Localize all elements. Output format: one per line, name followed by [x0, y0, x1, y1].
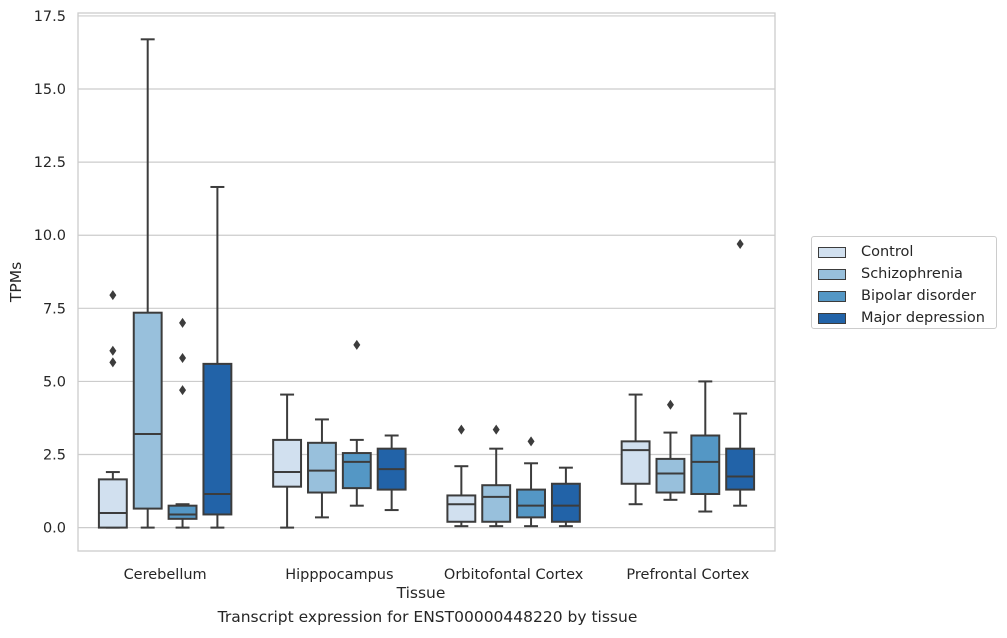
box-bipolar-disorder-2: [516, 436, 546, 528]
box-iqr: [97, 478, 128, 529]
legend-label: Control: [861, 244, 914, 260]
outlier-point: [736, 238, 744, 249]
legend-item: Bipolar disorder: [818, 285, 996, 307]
box-bipolar-disorder-0: [167, 317, 198, 529]
y-axis-title: TPMs: [7, 262, 25, 303]
outlier-point: [527, 436, 535, 447]
y-tick-label: 15.0: [34, 82, 66, 98]
legend-label: Bipolar disorder: [861, 288, 976, 304]
box-schizophrenia-0: [132, 38, 163, 529]
legend-swatch: [818, 246, 846, 258]
box-iqr: [272, 438, 303, 488]
y-tick-label: 0.0: [43, 521, 66, 537]
box-schizophrenia-1: [307, 418, 337, 519]
chart-title: Transcript expression for ENST0000044822…: [217, 608, 638, 626]
outlier-point: [109, 345, 117, 356]
x-tick-label: Hipppocampus: [285, 567, 393, 583]
x-tick-label: Prefrontal Cortex: [626, 567, 749, 583]
box-major-depression-3: [725, 238, 756, 507]
box-control-3: [620, 393, 651, 506]
legend-swatch: [818, 290, 846, 302]
box-iqr: [725, 447, 756, 491]
y-tick-label: 5.0: [43, 374, 66, 390]
outlier-point: [666, 399, 674, 410]
outlier-point: [109, 290, 117, 301]
outlier-point: [179, 317, 187, 328]
box-major-depression-2: [550, 466, 581, 528]
y-tick-label: 10.0: [34, 228, 66, 244]
box-iqr: [655, 457, 686, 494]
box-iqr: [167, 504, 198, 520]
box-iqr: [690, 434, 721, 495]
box-series: [97, 38, 756, 529]
outlier-point: [109, 357, 117, 368]
outlier-point: [179, 385, 187, 396]
box-bipolar-disorder-3: [690, 380, 721, 513]
box-schizophrenia-3: [655, 399, 686, 501]
box-control-1: [272, 393, 303, 529]
box-iqr: [202, 362, 233, 516]
legend-swatch: [818, 312, 846, 324]
x-tick-label: Orbitofontal Cortex: [444, 567, 584, 583]
y-tick-label: 7.5: [43, 301, 66, 317]
legend-label: Major depression: [861, 310, 985, 326]
x-axis-ticks: Cerebellum Hipppocampus Orbitofontal Corte…: [124, 567, 750, 583]
outlier-point: [353, 339, 361, 350]
box-bipolar-disorder-1: [341, 339, 372, 507]
box-control-2: [446, 424, 477, 528]
x-tick-label: Cerebellum: [124, 567, 207, 583]
legend-label: Schizophrenia: [861, 266, 963, 282]
plot-frame: [77, 12, 776, 552]
box-iqr: [620, 440, 651, 485]
legend: Control Schizophrenia Bipolar disorder Majo…: [811, 236, 997, 329]
outlier-point: [492, 424, 500, 435]
legend-swatch: [818, 268, 846, 280]
y-tick-label: 12.5: [34, 155, 66, 171]
y-tick-label: 2.5: [43, 448, 66, 464]
grid-lines: [78, 15, 775, 529]
box-iqr: [341, 452, 372, 490]
legend-item: Control: [818, 241, 996, 263]
box-iqr: [481, 484, 512, 523]
box-iqr: [446, 494, 477, 523]
box-iqr: [132, 311, 163, 510]
box-iqr: [307, 441, 337, 494]
box-schizophrenia-2: [481, 424, 512, 528]
box-control-0: [97, 290, 128, 529]
outlier-point: [457, 424, 465, 435]
x-axis-title: Tissue: [396, 584, 446, 602]
legend-item: Schizophrenia: [818, 263, 996, 285]
box-iqr: [516, 488, 546, 519]
outlier-point: [179, 353, 187, 364]
box-major-depression-1: [376, 434, 407, 512]
y-axis-ticks: 0.0 2.5 5.0 7.5 10.0 12.5 15.0 17.5: [34, 9, 66, 537]
box-major-depression-0: [202, 185, 233, 529]
legend-item: Major depression: [818, 307, 996, 329]
y-tick-label: 17.5: [34, 9, 66, 25]
box-iqr: [550, 482, 581, 523]
